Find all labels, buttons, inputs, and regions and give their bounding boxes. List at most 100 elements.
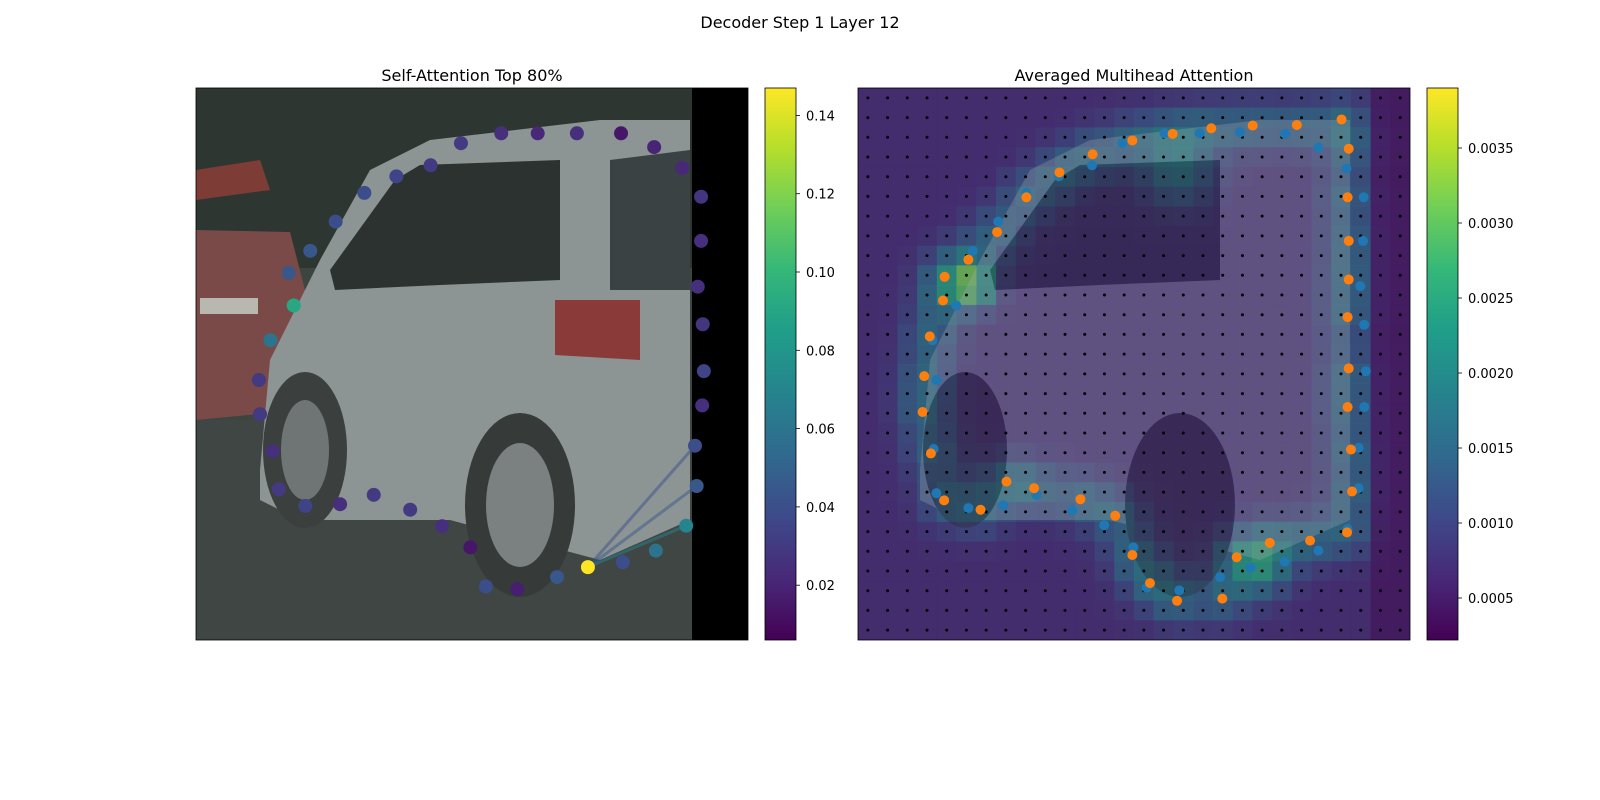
colorbar-tick-label: 0.14 bbox=[806, 109, 835, 124]
grid-dot bbox=[886, 569, 890, 573]
grid-dot bbox=[1122, 549, 1126, 553]
grid-dot bbox=[1221, 628, 1225, 632]
grid-dot bbox=[1221, 510, 1225, 514]
grid-dot bbox=[1142, 628, 1146, 632]
colorbar-tick-label: 0.10 bbox=[806, 266, 835, 281]
grid-dot bbox=[1043, 96, 1047, 100]
grid-dot bbox=[1240, 313, 1244, 317]
grid-dot bbox=[1300, 293, 1304, 297]
orange-point bbox=[1343, 235, 1354, 246]
grid-dot bbox=[905, 372, 909, 376]
grid-dot bbox=[1181, 392, 1185, 396]
grid-dot bbox=[886, 254, 890, 258]
grid-dot bbox=[1280, 175, 1284, 179]
grid-dot bbox=[1102, 214, 1106, 218]
grid-dot bbox=[1004, 96, 1008, 100]
car-outline-overlay bbox=[920, 120, 1350, 597]
grid-dot bbox=[1024, 490, 1028, 494]
grid-dot bbox=[964, 628, 968, 632]
grid-dot bbox=[964, 451, 968, 455]
grid-dot bbox=[1142, 96, 1146, 100]
grid-dot bbox=[925, 116, 929, 120]
grid-dot bbox=[1339, 589, 1343, 593]
grid-dot bbox=[1398, 293, 1402, 297]
grid-dot bbox=[1004, 372, 1008, 376]
grid-dot bbox=[1083, 470, 1087, 474]
grid-dot bbox=[1398, 431, 1402, 435]
grid-dot bbox=[1378, 589, 1382, 593]
grid-dot bbox=[1043, 451, 1047, 455]
grid-dot bbox=[1063, 372, 1067, 376]
grid-dot bbox=[1378, 155, 1382, 159]
grid-dot bbox=[1181, 273, 1185, 277]
grid-dot bbox=[1260, 451, 1264, 455]
grid-dot bbox=[1240, 510, 1244, 514]
orange-point bbox=[1343, 143, 1354, 154]
grid-dot bbox=[1024, 273, 1028, 277]
grid-dot bbox=[905, 451, 909, 455]
grid-dot bbox=[1339, 293, 1343, 297]
grid-dot bbox=[1378, 569, 1382, 573]
grid-dot bbox=[925, 234, 929, 238]
grid-dot bbox=[1162, 352, 1166, 356]
right-colorbar-ticks: 0.0005 0.0010 0.0015 0.0020 0.0025 0.0030 0.00… bbox=[1458, 142, 1514, 607]
attention-point bbox=[251, 373, 266, 388]
grid-dot bbox=[1319, 293, 1323, 297]
grid-dot bbox=[1240, 372, 1244, 376]
grid-dot bbox=[905, 608, 909, 612]
grid-dot bbox=[1260, 589, 1264, 593]
grid-dot bbox=[905, 234, 909, 238]
grid-dot bbox=[1260, 155, 1264, 159]
grid-dot bbox=[1024, 332, 1028, 336]
grid-dot bbox=[1162, 549, 1166, 553]
grid-dot bbox=[1162, 332, 1166, 336]
grid-dot bbox=[886, 451, 890, 455]
attention-point bbox=[530, 126, 545, 141]
orange-point bbox=[1075, 494, 1086, 505]
grid-dot bbox=[886, 116, 890, 120]
grid-dot bbox=[1201, 451, 1205, 455]
grid-dot bbox=[886, 135, 890, 139]
self-attention-title: Self-Attention Top 80% bbox=[381, 66, 563, 85]
grid-dot bbox=[1083, 372, 1087, 376]
grid-dot bbox=[1063, 608, 1067, 612]
left-axes-frame bbox=[195, 87, 749, 641]
grid-dot bbox=[1398, 194, 1402, 198]
grid-dot bbox=[905, 273, 909, 277]
grid-dot bbox=[1043, 392, 1047, 396]
grid-dot bbox=[1398, 234, 1402, 238]
grid-dot bbox=[1201, 214, 1205, 218]
grid-dot bbox=[1260, 549, 1264, 553]
grid-dot bbox=[1043, 569, 1047, 573]
grid-dot bbox=[1102, 116, 1106, 120]
grid-dot bbox=[984, 313, 988, 317]
grid-dot bbox=[1004, 411, 1008, 415]
grid-dot bbox=[1280, 392, 1284, 396]
grid-dot bbox=[1260, 352, 1264, 356]
grid-dot bbox=[1043, 411, 1047, 415]
grid-dot bbox=[1319, 194, 1323, 198]
grid-dot bbox=[1260, 530, 1264, 534]
grid-dot bbox=[1024, 470, 1028, 474]
grid-dot bbox=[1280, 411, 1284, 415]
grid-dot bbox=[1102, 569, 1106, 573]
grid-dot bbox=[1181, 431, 1185, 435]
attention-point bbox=[333, 497, 348, 512]
grid-dot bbox=[964, 470, 968, 474]
grid-dot bbox=[1122, 490, 1126, 494]
grid-dot bbox=[1240, 608, 1244, 612]
grid-dot bbox=[1240, 293, 1244, 297]
grid-dot bbox=[905, 628, 909, 632]
grid-dot bbox=[1122, 352, 1126, 356]
grid-dot bbox=[1221, 451, 1225, 455]
grid-dot bbox=[1319, 155, 1323, 159]
grid-dot bbox=[1339, 490, 1343, 494]
grid-dot bbox=[1339, 530, 1343, 534]
grid-dot bbox=[1181, 451, 1185, 455]
grid-dot bbox=[1083, 293, 1087, 297]
right-axes-frame bbox=[857, 87, 1411, 641]
grid-dot bbox=[1162, 116, 1166, 120]
grid-dot bbox=[1043, 470, 1047, 474]
grid-dot bbox=[905, 135, 909, 139]
grid-dot bbox=[1162, 214, 1166, 218]
